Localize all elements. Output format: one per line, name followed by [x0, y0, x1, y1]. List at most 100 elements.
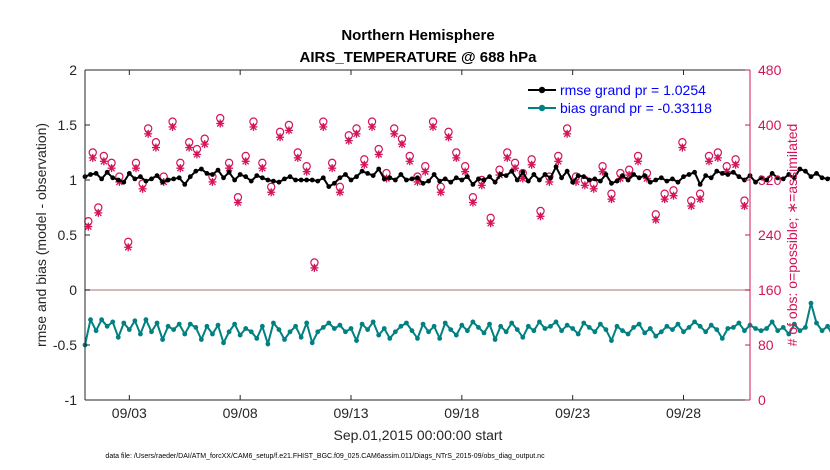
rmse-point: [581, 174, 587, 180]
obs-star-stroke: [276, 133, 284, 141]
obs-star-stroke: [687, 202, 695, 210]
obs-assimilated-point: [200, 140, 209, 149]
rmse-point: [708, 175, 714, 181]
obs-star-stroke: [336, 188, 344, 196]
rmse-point: [658, 175, 664, 181]
bias-point: [697, 323, 703, 329]
rmse-point: [647, 179, 653, 185]
bias-point: [309, 340, 315, 346]
rmse-point: [586, 177, 592, 183]
obs-star-stroke: [503, 154, 511, 162]
bias-point: [670, 327, 675, 332]
bias-point: [764, 326, 770, 331]
rmse-point: [415, 175, 420, 181]
obs-star-stroke: [84, 223, 92, 231]
rmse-point: [503, 173, 509, 179]
bias-point: [182, 331, 188, 337]
rmse-point: [365, 171, 371, 176]
obs-star-stroke: [368, 123, 376, 131]
obs-assimilated-point: [477, 181, 486, 190]
obs-assimilated-point: [436, 188, 445, 197]
rmse-point: [514, 177, 520, 183]
bias-point: [481, 330, 487, 336]
bias-point: [548, 323, 553, 329]
obs-assimilated-point: [669, 191, 678, 200]
obs-assimilated-point: [216, 119, 225, 128]
rmse-point: [337, 175, 343, 181]
rmse-point: [437, 178, 443, 184]
chart-title: Northern Hemisphere: [341, 27, 494, 44]
obs-assimilated-point: [660, 195, 669, 204]
bias-point: [525, 323, 531, 329]
bias-point: [559, 328, 564, 334]
rmse-point: [221, 175, 226, 181]
legend-box: [524, 78, 746, 118]
rmse-point: [780, 176, 786, 182]
bias-point: [603, 327, 609, 332]
y2-tick-label: 320: [758, 172, 782, 188]
rmse-point: [631, 172, 637, 177]
rmse-point: [603, 172, 609, 177]
obs-assimilated-point: [310, 263, 319, 272]
rmse-point: [187, 174, 193, 180]
bias-point: [354, 338, 359, 343]
rmse-point: [481, 177, 487, 183]
obs-star-stroke: [375, 150, 383, 158]
obs-assimilated-point: [589, 184, 598, 193]
obs-star-stroke: [563, 130, 571, 138]
obs-assimilated-point: [88, 153, 97, 162]
obs-assimilated-point: [421, 167, 430, 176]
obs-star-stroke: [705, 157, 713, 165]
bias-point: [464, 328, 470, 334]
rmse-point: [248, 178, 254, 184]
obs-star-stroke: [234, 199, 242, 207]
rmse-point: [376, 166, 382, 172]
bias-point: [132, 318, 138, 324]
rmse-point: [730, 169, 736, 175]
bias-point: [775, 328, 781, 334]
rmse-point: [537, 177, 542, 183]
obs-assimilated-point: [678, 143, 687, 152]
obs-star-stroke: [599, 168, 607, 176]
obs-assimilated-point: [168, 122, 177, 131]
rmse-point: [670, 176, 675, 182]
rmse-point: [620, 173, 625, 179]
rmse-point: [259, 175, 265, 181]
rmse-point: [686, 172, 692, 177]
obs-assimilated-point: [276, 133, 285, 142]
rmse-point: [132, 176, 138, 182]
bias-point: [819, 328, 825, 334]
bias-point: [742, 328, 747, 334]
rmse-point: [171, 176, 177, 182]
rmse-point: [775, 175, 781, 181]
obs-star-stroke: [353, 130, 361, 138]
legend-rmse-marker: [538, 86, 546, 94]
bias-point: [221, 340, 226, 346]
legend: rmse grand pr = 1.0254 bias grand pr = -…: [524, 78, 746, 118]
x-tick-label: 09/18: [444, 405, 479, 421]
obs-assimilated-point: [461, 167, 470, 176]
obs-assimilated-point: [563, 129, 572, 138]
obs-star-stroke: [461, 168, 469, 176]
rmse-point: [714, 168, 720, 174]
obs-star-stroke: [144, 130, 152, 138]
obs-star-stroke: [740, 202, 748, 210]
obs-star-stroke: [328, 164, 336, 172]
rmse-point: [215, 167, 221, 173]
obs-star-stroke: [528, 161, 536, 169]
bias-point: [254, 336, 260, 341]
bias-point: [769, 319, 775, 325]
bias-point: [448, 327, 454, 332]
y2-tick-label: 0: [758, 392, 766, 408]
obs-assimilated-point: [176, 164, 185, 173]
bias-point: [282, 337, 287, 342]
rmse-point: [99, 176, 105, 182]
bias-point: [708, 322, 714, 328]
obs-star-stroke: [678, 144, 686, 152]
obs-assimilated-point: [503, 153, 512, 162]
bias-point: [686, 325, 692, 330]
bias-point: [293, 323, 298, 329]
rmse-point: [392, 177, 398, 183]
bias-point: [575, 331, 581, 337]
y-tick-label: 0: [69, 282, 77, 298]
